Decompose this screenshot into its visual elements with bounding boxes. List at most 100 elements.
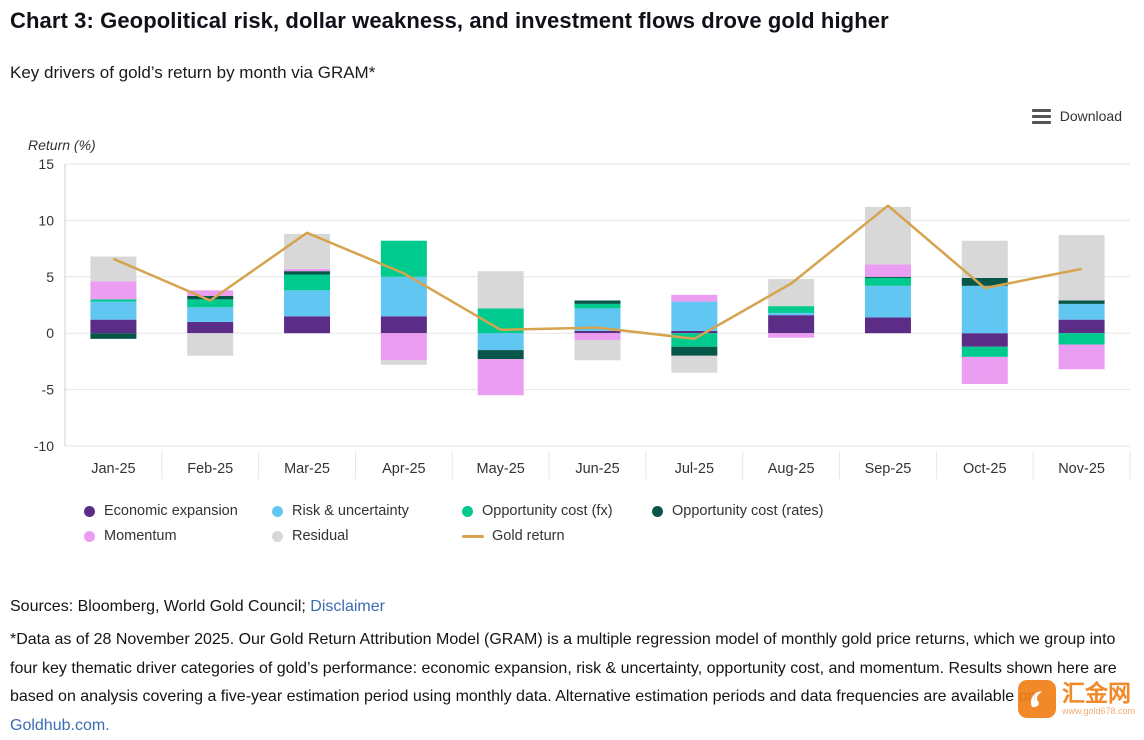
bar-segment — [961, 285, 1008, 334]
bar-segment — [284, 268, 331, 272]
legend-marker-dot — [84, 530, 95, 542]
y-axis-tick-label: 5 — [46, 269, 54, 285]
legend-item-momentum[interactable]: Momentum — [84, 528, 272, 544]
bar-segment — [961, 346, 1008, 357]
gold-return-line — [112, 204, 1082, 341]
legend-label: Risk & uncertainty — [292, 503, 409, 519]
bar-segment — [768, 315, 815, 334]
hamburger-menu-icon — [1031, 108, 1051, 124]
legend-item-opportunity-cost-fx[interactable]: Opportunity cost (fx) — [462, 503, 652, 519]
legend-label: Economic expansion — [104, 503, 238, 519]
footnote: *Data as of 28 November 2025. Our Gold R… — [10, 626, 1134, 740]
bar-segment — [574, 300, 621, 304]
bar-segment — [90, 301, 137, 320]
bar-segment — [574, 308, 621, 331]
x-axis-label: May-25 — [477, 461, 525, 477]
bar-segment — [574, 333, 621, 340]
watermark-swirl-glyph — [1031, 691, 1043, 708]
bar-segment — [284, 274, 331, 291]
x-axis-label: Apr-25 — [382, 461, 426, 477]
bar-segment — [768, 306, 815, 313]
x-axis-label: Mar-25 — [284, 461, 330, 477]
bar-segment — [961, 240, 1008, 278]
bar-segment — [187, 299, 234, 308]
x-axis-label: Aug-25 — [768, 461, 815, 477]
bar-segment — [187, 290, 234, 296]
bar-segment — [1058, 344, 1105, 370]
bar-segment — [574, 303, 621, 309]
x-axis-label: Jun-25 — [575, 461, 619, 477]
x-axis-label: Sep-25 — [865, 461, 912, 477]
legend-marker-dot — [272, 505, 283, 517]
bar-segment — [864, 276, 911, 278]
legend-label: Opportunity cost (rates) — [672, 503, 824, 519]
watermark-name: 汇金网 — [1062, 680, 1131, 706]
bar-segment — [477, 359, 524, 396]
bar-segment — [380, 240, 427, 277]
y-axis-tick-label: 15 — [38, 156, 54, 172]
bar-segment — [864, 317, 911, 334]
bar-segment — [1058, 319, 1105, 334]
bar-segment — [90, 256, 137, 282]
legend-item-gold-return[interactable]: Gold return — [462, 528, 652, 544]
bar-segment — [187, 307, 234, 322]
bar-segment — [284, 316, 331, 334]
sources-line: Sources: Bloomberg, World Gold Council; … — [10, 598, 385, 616]
legend-item-risk-uncertainty[interactable]: Risk & uncertainty — [272, 503, 462, 519]
bar-segment — [864, 206, 911, 265]
bar-segment — [864, 277, 911, 286]
bar-segment — [671, 346, 718, 356]
legend-marker-dot — [462, 505, 473, 517]
sources-text: Sources: Bloomberg, World Gold Council; — [10, 598, 306, 615]
bar-segment — [284, 290, 331, 317]
goldhub-link[interactable]: Goldhub.com. — [10, 716, 110, 734]
bar-segment — [961, 333, 1008, 347]
bar-segment — [1058, 235, 1105, 301]
bar-segment — [380, 316, 427, 334]
bar-segment — [1058, 333, 1105, 345]
bar-segment — [187, 333, 234, 356]
disclaimer-link[interactable]: Disclaimer — [310, 598, 385, 615]
bar-segment — [574, 339, 621, 361]
y-axis-tick-label: -5 — [42, 382, 55, 398]
bar-segment — [187, 295, 234, 300]
legend-label: Residual — [292, 528, 349, 544]
legend-marker-dot — [272, 530, 283, 542]
bar-segment — [961, 277, 1008, 286]
x-axis-label: Jan-25 — [91, 461, 135, 477]
bar-segment — [864, 285, 911, 318]
bar-segment — [187, 321, 234, 334]
legend-item-residual[interactable]: Residual — [272, 528, 462, 544]
legend-marker-line — [462, 534, 484, 538]
bar-segment — [574, 330, 621, 334]
x-axis-label: Nov-25 — [1058, 461, 1105, 477]
watermark-logo-icon — [1018, 680, 1056, 718]
bar-segment — [380, 360, 427, 365]
bar-segment — [1058, 300, 1105, 304]
bar-segment — [380, 333, 427, 361]
bar-segment — [671, 355, 718, 373]
bar-segment — [1058, 303, 1105, 320]
x-axis-label: Feb-25 — [187, 461, 233, 477]
x-axis-label: Oct-25 — [963, 461, 1007, 477]
bar-segment — [477, 333, 524, 351]
legend-label: Opportunity cost (fx) — [482, 503, 613, 519]
legend-item-opportunity-cost-rates[interactable]: Opportunity cost (rates) — [652, 503, 882, 519]
download-label: Download — [1059, 108, 1122, 124]
bar-segment — [768, 312, 815, 316]
y-axis-tick-label: 0 — [46, 325, 54, 341]
download-button[interactable]: Download — [1031, 108, 1122, 124]
watermark-text: 汇金网 www.gold678.com — [1062, 680, 1135, 716]
bar-segment — [90, 281, 137, 300]
legend-label: Momentum — [104, 528, 177, 544]
legend-marker-dot — [84, 505, 95, 517]
bar-segment — [90, 319, 137, 334]
x-axis-label: Jul-25 — [675, 461, 715, 477]
bar-segment — [671, 294, 718, 302]
bar-segment — [90, 299, 137, 302]
footnote-text: *Data as of 28 November 2025. Our Gold R… — [10, 631, 1117, 705]
legend-item-economic-expansion[interactable]: Economic expansion — [84, 503, 272, 519]
bar-segment — [768, 333, 815, 338]
watermark: 汇金网 www.gold678.com — [1018, 680, 1135, 718]
